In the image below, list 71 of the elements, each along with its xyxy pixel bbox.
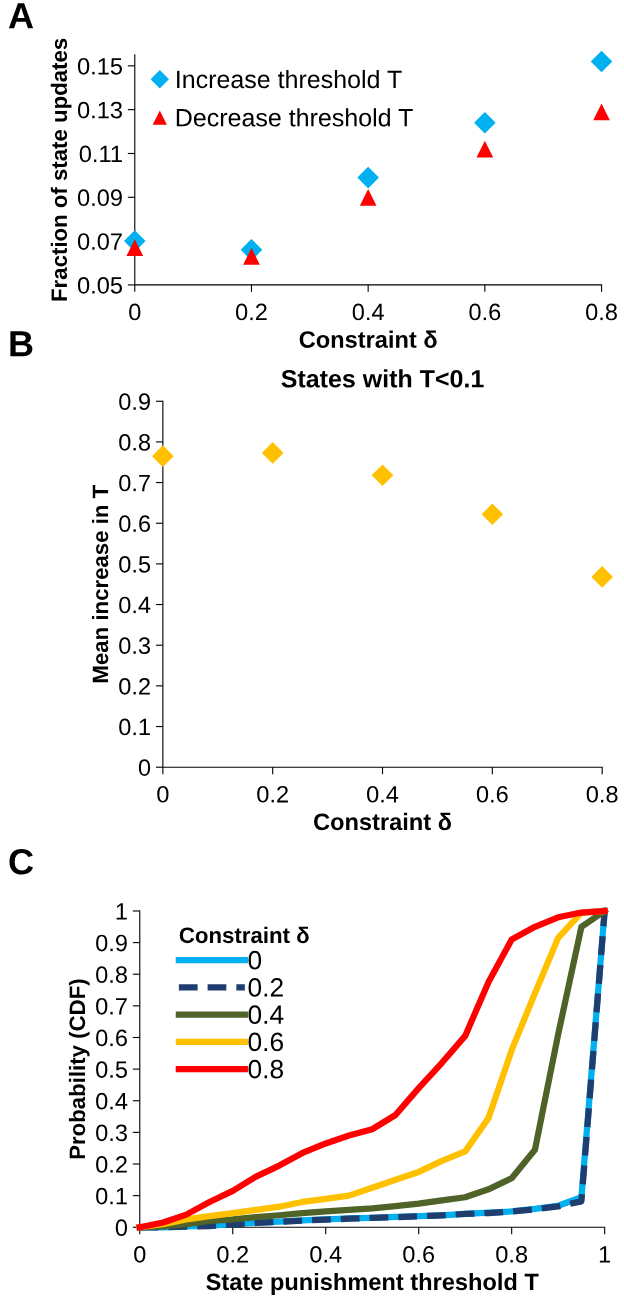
legend-label: 0.6 [248,1032,283,1052]
x-tick-label: 0.2 [217,1245,248,1263]
text: B [10,331,33,357]
y-tick-label: 0.07 [77,233,122,250]
y-tick-label: 0.1 [119,718,150,736]
point [474,112,496,134]
y-tick-label: 0.6 [119,515,151,533]
y-tick-label: 1 [116,903,127,920]
y-tick-label: 0 [138,759,151,776]
y-tick-label: 0.1 [96,1187,127,1205]
point [359,188,377,206]
legend-title: Constraint δ [179,926,309,944]
y-tick-label: 0.8 [119,433,151,451]
legend-label: 0.4 [248,1005,284,1025]
point [371,464,394,487]
y-tick-label: 0.09 [77,189,122,207]
y-tick-label: 0.5 [119,555,151,573]
y-tick-label: 0.9 [96,934,127,952]
y-axis-title: Mean increase in T [91,485,109,683]
text: C [9,848,34,875]
point [590,50,613,73]
point [152,445,174,467]
y-tick-label: 0.6 [96,1029,127,1047]
x-tick-label: 0.4 [367,785,399,803]
y-tick-label: 0 [115,1219,128,1237]
x-tick-label: 0.6 [476,785,508,803]
x-tick-label: 0.4 [310,1245,342,1263]
text: A [8,3,34,29]
point [261,442,284,464]
point [126,239,144,257]
y-tick-label: 0.05 [77,276,122,294]
legend-label: 0 [248,950,262,970]
legend-label: 0.8 [248,1059,283,1079]
y-tick-label: 0.4 [96,1092,128,1110]
y-tick-label: 0.8 [96,966,127,984]
x-tick-label: 0.8 [586,785,618,803]
y-tick-label: 0.13 [77,101,122,119]
legend-label: 0.2 [248,978,283,997]
y-tick-label: 0.11 [79,145,122,163]
x-tick-label: 0.4 [352,303,384,321]
x-tick-label: 0 [157,785,169,803]
y-tick-label: 0.2 [96,1156,127,1173]
y-tick-label: 0.4 [119,596,151,614]
y-tick-label: 0.15 [77,57,122,75]
legend-label: Decrease threshold T [176,108,413,127]
y-tick-label: 0.7 [119,474,150,492]
point [476,140,494,158]
point [357,166,379,189]
x-tick-label: 0.8 [496,1245,528,1263]
x-tick-label: 0.2 [257,785,288,803]
point [591,566,613,588]
x-axis-title: State punishment threshold T [206,1272,539,1295]
y-tick-label: 0.3 [96,1124,127,1142]
x-axis-title: Constraint δ [314,812,451,831]
y-tick-label: 0.2 [119,677,150,695]
y-tick-label: 0.7 [96,997,127,1015]
legend-label: Increase threshold T [177,69,402,89]
point [593,103,610,121]
y-axis-title: Fraction of state updates [50,38,72,301]
x-tick-label: 0.8 [586,303,617,321]
chart-title: States with T<0.1 [281,369,484,388]
y-tick-label: 0.9 [119,393,150,411]
y-tick-label: 0.5 [96,1061,127,1078]
point [481,503,504,526]
x-tick-label: 0.6 [403,1245,435,1263]
x-tick-label: 1 [599,1246,611,1263]
y-axis-title: Probability (CDF) [68,979,90,1159]
x-tick-label: 0.6 [469,303,501,321]
x-tick-label: 0.2 [235,303,267,321]
y-tick-label: 0.3 [119,637,151,655]
x-axis-title: Constraint δ [299,330,437,348]
